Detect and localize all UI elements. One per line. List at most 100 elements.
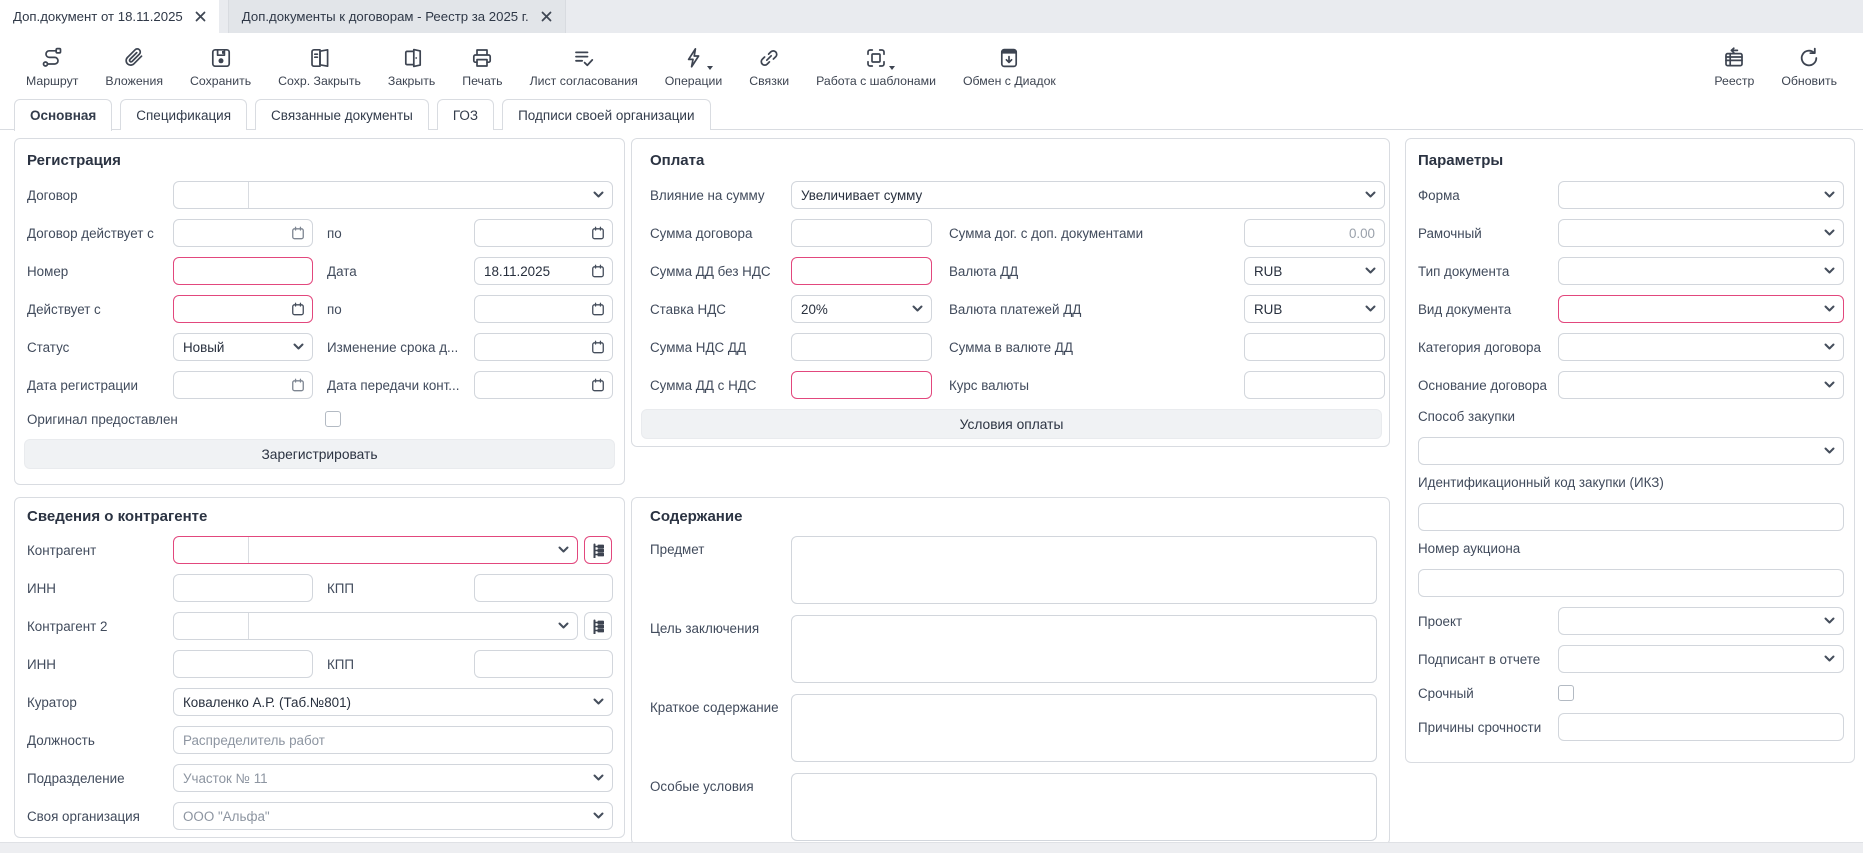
curator-select[interactable]: Коваленко А.Р. (Таб.№801) [173, 688, 613, 716]
urgency-reason-field[interactable] [1558, 713, 1844, 741]
operations-button[interactable]: Операции [665, 46, 722, 88]
subject-label: Предмет [650, 542, 705, 557]
links-button[interactable]: Связки [749, 46, 789, 88]
purpose-textarea[interactable] [791, 615, 1377, 683]
register-button[interactable]: Зарегистрировать [24, 439, 615, 469]
counterparty2-code-segment[interactable] [174, 613, 249, 639]
kpp2-field[interactable] [474, 650, 613, 678]
department-select[interactable]: Участок № 11 [173, 764, 613, 792]
exchange-rate-field[interactable] [1244, 371, 1385, 399]
calendar-icon[interactable] [591, 378, 605, 392]
form-select[interactable] [1558, 181, 1844, 209]
influence-label: Влияние на сумму [650, 187, 765, 203]
calendar-icon[interactable] [591, 226, 605, 240]
counterparty-combobox[interactable] [173, 536, 578, 564]
contract-combobox[interactable] [173, 181, 613, 209]
report-signer-select[interactable] [1558, 645, 1844, 673]
calendar-icon[interactable] [291, 378, 305, 392]
procurement-method-select[interactable] [1418, 437, 1844, 465]
kpp-field[interactable] [474, 574, 613, 602]
to-label: по [327, 301, 342, 317]
dd-sum-with-vat-field[interactable] [791, 371, 932, 399]
urgent-checkbox[interactable] [1558, 685, 1574, 701]
number-field[interactable] [173, 257, 313, 285]
status-select[interactable]: Новый [173, 333, 313, 361]
counterparty-code-segment[interactable] [174, 537, 249, 563]
inn-field[interactable] [173, 574, 313, 602]
dd-pay-currency-select[interactable]: RUB [1244, 295, 1385, 323]
toolbar-left-group: Маршрут Вложения Сохранить [26, 46, 1056, 88]
position-field[interactable]: Распределитель работ [173, 726, 613, 754]
tab-own-org-signatures[interactable]: Подписи своей организации [502, 99, 711, 130]
dd-sum-no-vat-field[interactable] [791, 257, 932, 285]
window-tab-registry[interactable]: Доп.документы к договорам - Реестр за 20… [227, 0, 566, 33]
contract-category-select[interactable] [1558, 333, 1844, 361]
approval-sheet-button[interactable]: Лист согласования [530, 46, 638, 88]
contract-sum-field[interactable] [791, 219, 932, 247]
handover-date-field[interactable] [474, 371, 613, 399]
templates-button[interactable]: Работа с шаблонами [816, 46, 936, 88]
counterparty2-combobox[interactable] [173, 612, 578, 640]
effective-to-date-field[interactable] [474, 295, 613, 323]
date-field[interactable]: 18.11.2025 [474, 257, 613, 285]
sum-with-addons-field[interactable]: 0.00 [1244, 219, 1385, 247]
toolbar: Маршрут Вложения Сохранить [0, 33, 1863, 99]
attachments-button[interactable]: Вложения [105, 46, 163, 88]
vat-rate-select[interactable]: 20% [791, 295, 932, 323]
contract-valid-from-date-field[interactable] [173, 219, 313, 247]
tab-goz[interactable]: ГОЗ [436, 99, 495, 130]
framework-select[interactable] [1558, 219, 1844, 247]
summary-label: Краткое содержание [650, 700, 779, 715]
special-conditions-textarea[interactable] [791, 773, 1377, 841]
registry-button[interactable]: Реестр [1714, 46, 1754, 88]
tab-main[interactable]: Основная [14, 99, 113, 131]
calendar-icon[interactable] [591, 302, 605, 316]
save-close-button[interactable]: Сохр. Закрыть [278, 46, 361, 88]
registration-date-field[interactable] [173, 371, 313, 399]
horizontal-scrollbar-track[interactable] [0, 842, 1863, 853]
influence-select[interactable]: Увеличивает сумму [791, 181, 1385, 209]
own-organization-select[interactable]: ООО "Альфа" [173, 802, 613, 830]
print-button[interactable]: Печать [462, 46, 503, 88]
sum-in-currency-field[interactable] [1244, 333, 1385, 361]
contract-code-segment[interactable] [174, 182, 249, 208]
calendar-icon[interactable] [291, 302, 305, 316]
ikz-field[interactable] [1418, 503, 1844, 531]
auction-number-field[interactable] [1418, 569, 1844, 597]
calendar-icon[interactable] [291, 226, 305, 240]
effective-from-date-field[interactable] [173, 295, 313, 323]
payment-terms-button[interactable]: Условия оплаты [641, 409, 1382, 439]
subject-textarea[interactable] [791, 536, 1377, 604]
save-button[interactable]: Сохранить [190, 46, 251, 88]
dd-vat-sum-field[interactable] [791, 333, 932, 361]
close-document-button[interactable]: Закрыть [388, 46, 435, 88]
original-provided-checkbox[interactable] [325, 411, 341, 427]
chevron-down-icon [293, 343, 304, 350]
term-change-date-field[interactable] [474, 333, 613, 361]
project-select[interactable] [1558, 607, 1844, 635]
counterparty-hierarchy-button[interactable] [584, 536, 612, 564]
document-type-select[interactable] [1558, 257, 1844, 285]
save-close-icon [308, 46, 332, 70]
window-tab-document[interactable]: Доп.документ от 18.11.2025 [0, 0, 219, 33]
document-kind-select[interactable] [1558, 295, 1844, 323]
calendar-icon[interactable] [591, 264, 605, 278]
refresh-button[interactable]: Обновить [1781, 46, 1837, 88]
contract-basis-select[interactable] [1558, 371, 1844, 399]
calendar-icon[interactable] [591, 340, 605, 354]
close-icon[interactable] [541, 11, 552, 22]
summary-textarea[interactable] [791, 694, 1377, 762]
framework-label: Рамочный [1418, 225, 1482, 241]
counterparty2-hierarchy-button[interactable] [584, 612, 612, 640]
dd-sum-with-vat-label: Сумма ДД с НДС [650, 377, 757, 393]
chevron-down-icon [1824, 617, 1835, 624]
contract-valid-to-date-field[interactable] [474, 219, 613, 247]
route-button[interactable]: Маршрут [26, 46, 78, 88]
diadoc-exchange-button[interactable]: Обмен с Диадок [963, 46, 1056, 88]
dd-currency-select[interactable]: RUB [1244, 257, 1385, 285]
tab-linked-documents[interactable]: Связанные документы [255, 99, 429, 130]
close-icon[interactable] [195, 11, 206, 22]
inn2-field[interactable] [173, 650, 313, 678]
tab-specification[interactable]: Спецификация [120, 99, 248, 130]
